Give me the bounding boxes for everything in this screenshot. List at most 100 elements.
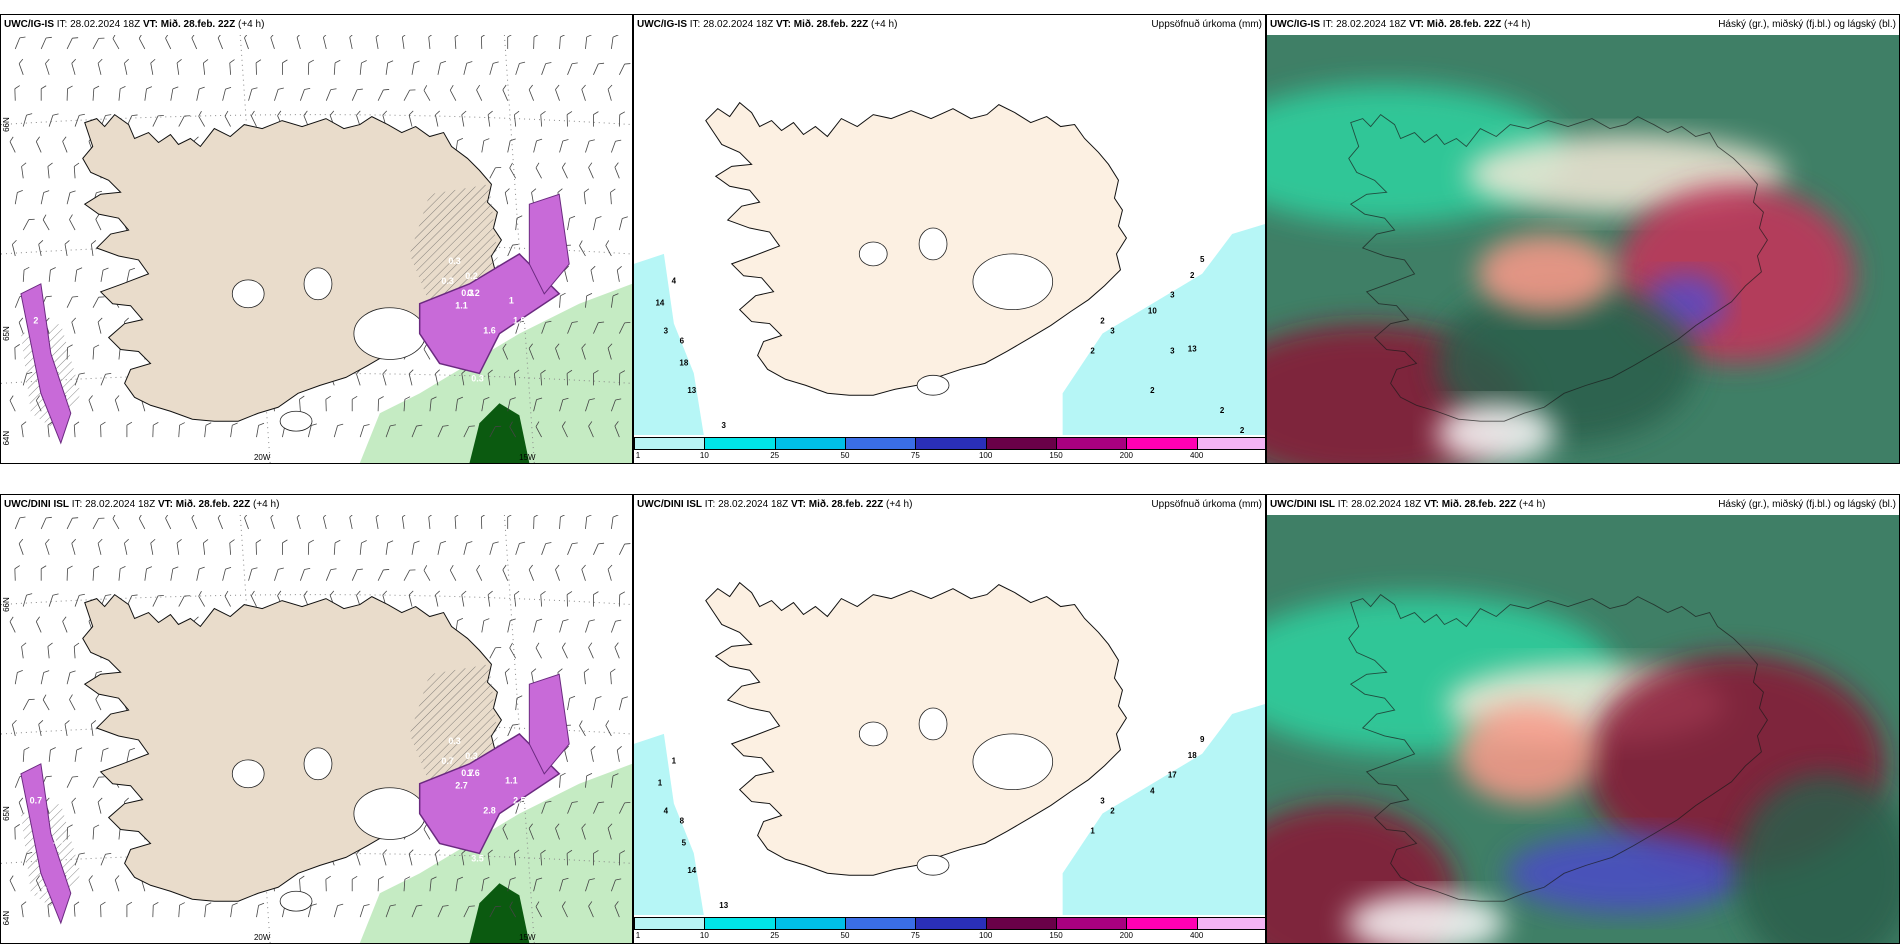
wind-barb bbox=[66, 565, 73, 581]
wind-barb bbox=[73, 162, 80, 179]
wind-barb bbox=[100, 747, 109, 762]
precip-value-label: 0.7 bbox=[461, 768, 473, 778]
it-label: IT: bbox=[689, 19, 701, 30]
wind-barb bbox=[566, 591, 573, 607]
wind-barb bbox=[411, 60, 420, 75]
wind-barb bbox=[555, 84, 560, 101]
wind-barb bbox=[92, 824, 100, 840]
wind-barb bbox=[566, 369, 573, 386]
wind-barb bbox=[21, 421, 27, 438]
precip-value-label: 0.3 bbox=[471, 373, 483, 383]
wind-barb bbox=[144, 86, 153, 101]
wind-barb bbox=[507, 618, 516, 633]
wind-barb bbox=[618, 850, 626, 866]
cloud-layer bbox=[1506, 833, 1746, 914]
wind-barb bbox=[610, 139, 622, 153]
wind-barb bbox=[40, 565, 47, 581]
wind-barb bbox=[583, 668, 590, 685]
wind-barb bbox=[489, 425, 502, 438]
wind-barb bbox=[40, 670, 50, 685]
wind-barb bbox=[605, 720, 612, 737]
model-name: UWC/DINI ISL bbox=[1270, 499, 1335, 510]
wind-barb bbox=[618, 801, 631, 814]
precip-sea-area bbox=[634, 733, 704, 915]
wind-barb bbox=[509, 642, 517, 659]
wind-barb bbox=[14, 85, 20, 101]
wind-barb bbox=[585, 35, 593, 49]
wind-barb bbox=[88, 395, 94, 412]
wind-barb bbox=[581, 343, 586, 360]
wind-barb bbox=[515, 695, 523, 711]
wind-barb bbox=[593, 62, 605, 75]
panel-title: Uppsöfnuð úrkoma (mm) bbox=[1151, 19, 1262, 30]
colorbar-tick: 50 bbox=[840, 931, 850, 940]
wind-barb bbox=[114, 875, 120, 892]
wind-barb bbox=[540, 111, 546, 127]
wind-barb bbox=[561, 642, 568, 659]
wind-barb bbox=[18, 797, 24, 814]
init-time: 28.02.2024 18Z bbox=[1336, 19, 1407, 30]
colorbar-tick: 25 bbox=[770, 931, 780, 940]
wind-barb bbox=[351, 395, 358, 412]
wind-barb bbox=[566, 111, 573, 127]
colorbar-tick: 50 bbox=[840, 451, 850, 460]
valid-time: Mið. 28.feb. 22Z bbox=[175, 499, 251, 510]
wind-barb bbox=[178, 595, 191, 607]
wind-barb bbox=[507, 35, 512, 49]
wind-barb bbox=[540, 591, 546, 607]
wind-barb bbox=[66, 85, 73, 101]
wind-barb bbox=[176, 59, 182, 75]
wind-barb bbox=[97, 797, 103, 814]
wind-barb bbox=[461, 110, 467, 127]
precip-value-label: 2.8 bbox=[483, 806, 495, 816]
wind-barb bbox=[255, 59, 262, 75]
precip-value-label: 3.0 bbox=[65, 915, 77, 925]
precip-value-label: 2 bbox=[1240, 426, 1245, 435]
lat-label: 66N bbox=[2, 597, 11, 612]
wind-barb bbox=[14, 516, 26, 530]
wind-barb bbox=[489, 61, 499, 75]
wind-barb bbox=[22, 266, 30, 282]
precip-value-label: 0.7 bbox=[30, 796, 42, 806]
colorbar-swatch bbox=[985, 917, 1057, 930]
wind-barb bbox=[435, 369, 440, 386]
colorbar-swatch bbox=[845, 437, 917, 450]
precip-area-dark bbox=[469, 883, 530, 943]
wind-barb bbox=[92, 85, 100, 101]
it-label: IT: bbox=[704, 499, 716, 510]
wind-barb bbox=[333, 539, 341, 555]
wind-barb bbox=[40, 516, 52, 530]
precip-value-label: 2 bbox=[1090, 346, 1095, 355]
precip-value-label: 5 bbox=[1200, 255, 1205, 264]
wind-barb bbox=[11, 719, 17, 737]
vt-label: VT: bbox=[157, 499, 173, 510]
precip-value-label: 2 bbox=[1220, 406, 1225, 415]
wind-barb bbox=[71, 317, 77, 334]
wind-barb bbox=[481, 618, 490, 633]
glacier bbox=[279, 890, 313, 912]
wind-barb bbox=[585, 398, 595, 412]
valid-time: Mið. 28.feb. 22Z bbox=[808, 499, 884, 510]
precip-value-label: 2 bbox=[1150, 386, 1155, 395]
wind-barb bbox=[18, 58, 24, 75]
wind-barb bbox=[250, 590, 257, 607]
wind-barb bbox=[217, 515, 223, 530]
colorbar-swatch bbox=[774, 437, 846, 450]
init-time: 28.02.2024 18Z bbox=[70, 19, 141, 30]
wind-barb bbox=[618, 111, 626, 127]
wind-barb bbox=[605, 240, 612, 257]
it-label: IT: bbox=[71, 499, 83, 510]
wind-barb bbox=[437, 540, 447, 555]
wind-barb bbox=[73, 421, 80, 438]
cloud-map bbox=[1267, 515, 1899, 943]
colorbar-swatch bbox=[915, 437, 987, 450]
wind-barb bbox=[359, 424, 370, 438]
wind-barb bbox=[429, 876, 437, 892]
wind-barb bbox=[489, 541, 499, 555]
wind-barb bbox=[528, 343, 534, 360]
wind-barb bbox=[377, 876, 384, 892]
glacier bbox=[972, 253, 1054, 311]
wind-barb bbox=[124, 58, 129, 75]
wind-barb bbox=[150, 538, 156, 555]
